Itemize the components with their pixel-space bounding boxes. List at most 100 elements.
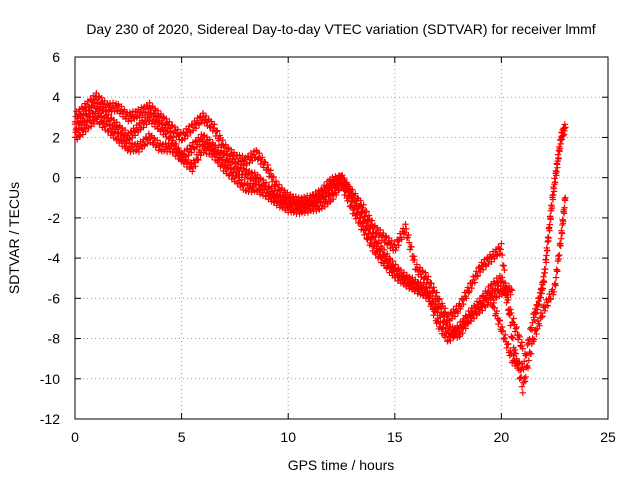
data-point [146,117,153,124]
data-point [466,311,473,319]
data-point [474,272,481,280]
data-point [468,284,475,292]
data-point [341,191,348,199]
data-point [396,272,404,280]
data-point [560,217,567,225]
data-point [428,298,436,306]
data-point [154,137,161,144]
data-point [98,94,105,102]
data-point [541,307,549,315]
data-point [192,120,199,128]
data-point [441,305,449,312]
data-point [93,105,100,113]
data-point [533,330,540,338]
data-point [545,234,552,242]
data-point [195,156,202,164]
data-point [188,161,195,168]
data-point [384,240,392,247]
data-point [522,373,529,381]
data-point [430,284,437,291]
data-point [539,312,546,320]
data-point [544,247,551,255]
data-point [163,115,170,123]
data-point [290,209,297,216]
data-point [330,182,338,189]
data-point [507,322,514,329]
data-point [112,123,120,130]
data-point [549,191,557,199]
data-point [394,237,402,245]
data-point [395,242,402,249]
data-point [505,282,513,290]
data-point [451,313,459,320]
data-point [368,217,376,224]
data-point [519,345,526,352]
data-point [542,265,549,273]
data-point [408,243,415,251]
data-point [422,269,429,276]
data-point [516,333,523,341]
data-point [175,144,182,152]
data-point [437,319,444,326]
data-point [195,136,203,144]
data-point [482,261,489,269]
data-point [511,346,519,354]
data-point [332,178,340,185]
data-point [348,186,356,193]
data-point [357,214,364,221]
data-point [493,307,501,315]
data-point [321,203,328,210]
data-point [434,315,441,323]
data-point [292,193,300,200]
data-point [425,294,432,301]
data-point [503,344,510,352]
data-point [473,268,480,275]
data-point [132,147,140,155]
data-point [202,112,210,120]
data-point [219,137,226,144]
data-point [380,246,388,253]
data-point [205,117,212,124]
data-point [521,358,528,365]
data-point [506,311,513,318]
x-tick-label: 15 [387,429,403,445]
data-point [256,150,263,157]
data-point [157,126,165,133]
data-point [359,204,367,211]
data-point [509,334,517,342]
data-point [511,328,519,335]
data-point [96,119,104,127]
data-point [498,240,505,247]
data-point [75,124,83,132]
data-point [465,289,472,296]
data-point [548,203,556,211]
data-point [207,124,214,131]
data-point [498,251,506,259]
data-point [358,223,366,230]
data-point [127,112,134,120]
data-point [525,339,533,347]
data-point [501,334,508,342]
data-point [143,135,150,142]
data-point [527,350,535,357]
data-point [166,118,173,125]
data-point [206,136,213,143]
data-point [425,273,432,280]
data-point [189,121,196,128]
data-point [527,325,534,333]
data-point [560,210,568,217]
data-point [131,132,139,139]
data-point [460,321,468,328]
data-point [512,358,520,365]
data-point [83,107,90,115]
data-point [402,221,409,228]
data-point [435,296,443,303]
data-point [400,230,408,237]
data-point [361,231,368,239]
data-point [470,315,478,322]
data-point [360,201,367,209]
data-point [536,300,543,308]
data-point [254,171,261,179]
data-point [555,155,562,162]
